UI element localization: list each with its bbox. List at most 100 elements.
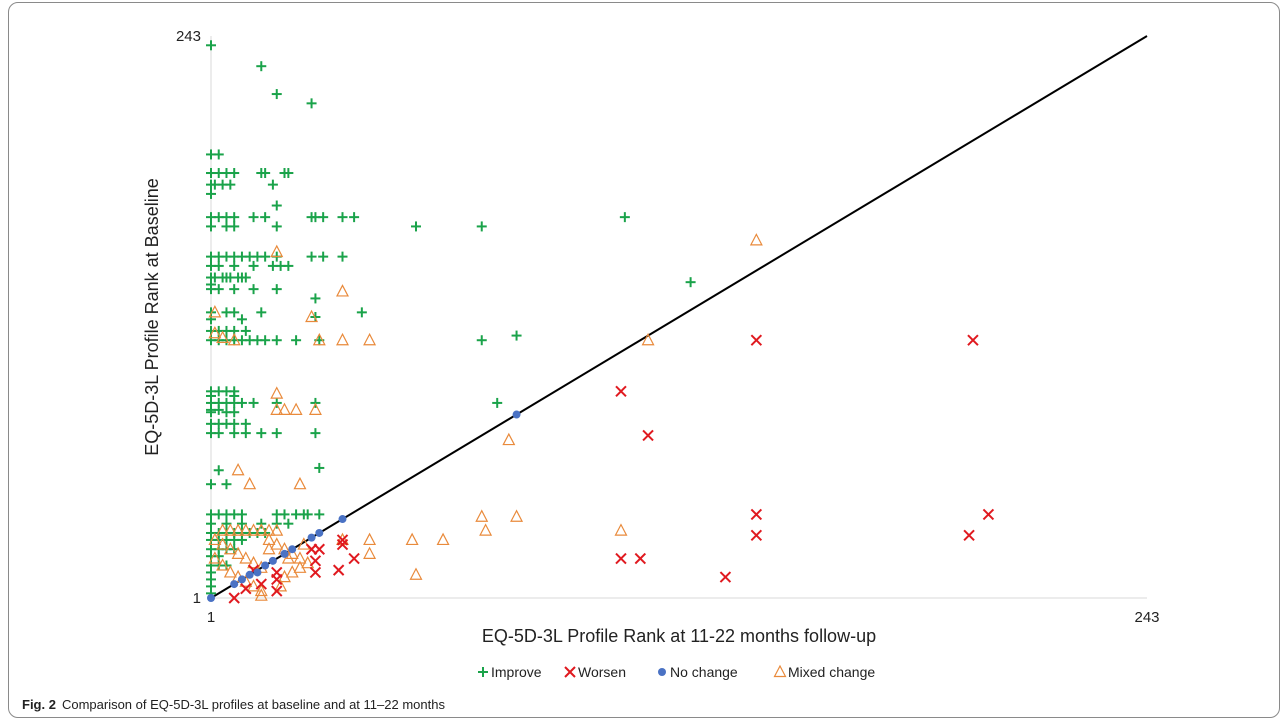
point-improve [314, 509, 325, 520]
point-improve [206, 314, 216, 325]
point-mixed-change [208, 305, 222, 318]
point-mixed-change [281, 551, 295, 564]
point-worsen [982, 508, 995, 521]
legend-marker-no-change [658, 668, 666, 676]
point-improve [283, 260, 294, 271]
y-tick-label-min: 1 [193, 590, 201, 607]
point-improve [229, 212, 240, 223]
figure-caption-text: Comparison of EQ-5D-3L profiles at basel… [61, 697, 445, 712]
point-worsen [642, 429, 654, 442]
point-worsen [963, 529, 975, 542]
point-mixed-change [216, 523, 230, 536]
point-improve [236, 534, 247, 545]
point-improve [229, 284, 240, 295]
point-mixed-change [216, 330, 230, 344]
legend-item-mixed-change: Mixed change [773, 664, 875, 680]
point-improve [271, 221, 282, 232]
point-mixed-change [223, 523, 237, 536]
point-mixed-change [363, 532, 377, 546]
point-improve [229, 418, 240, 429]
point-improve [349, 212, 360, 223]
point-mixed-change [274, 579, 288, 592]
point-mixed-change [285, 546, 299, 559]
point-mixed-change [363, 332, 377, 346]
point-improve [229, 407, 240, 418]
point-improve [511, 330, 522, 341]
point-no-change [288, 545, 297, 554]
point-improve [256, 61, 267, 72]
point-worsen [255, 578, 267, 590]
point-mixed-change [270, 523, 284, 536]
point-mixed-change [227, 332, 241, 346]
point-no-change [307, 533, 316, 542]
legend-symbol-improve [478, 667, 488, 677]
point-mixed-change [247, 523, 261, 536]
point-worsen [615, 552, 627, 565]
chart-legend: Improve Worsen No change Mixed change [478, 664, 875, 680]
point-mixed-change [409, 567, 423, 580]
point-improve [225, 179, 236, 190]
point-mixed-change [641, 332, 655, 346]
point-improve [248, 284, 259, 295]
point-improve [240, 418, 251, 429]
figure-caption: Fig. 2 Comparison of EQ-5D-3L profiles at… [22, 697, 445, 712]
point-mixed-change [312, 332, 326, 346]
point-improve [476, 335, 487, 346]
point-improve [213, 149, 224, 160]
point-mixed-change [216, 558, 230, 571]
point-no-change [230, 580, 239, 589]
point-improve [229, 221, 240, 232]
point-improve [476, 221, 487, 232]
point-improve [236, 518, 247, 529]
point-mixed-change [247, 555, 261, 569]
point-mixed-change [254, 588, 268, 601]
point-improve [310, 428, 321, 439]
point-no-change [261, 561, 270, 570]
point-no-change [268, 556, 277, 565]
point-no-change [315, 528, 324, 537]
point-mixed-change [479, 523, 493, 536]
point-worsen [348, 552, 360, 565]
point-improve [283, 168, 294, 179]
point-worsen [309, 555, 322, 567]
point-mixed-change [262, 532, 276, 546]
point-improve [240, 325, 251, 336]
point-worsen [271, 585, 283, 597]
point-mixed-change [231, 546, 245, 559]
point-no-change [207, 594, 215, 602]
point-mixed-change [297, 537, 311, 550]
legend-label-improve: Improve [491, 664, 542, 680]
point-mixed-change [239, 551, 253, 564]
point-mixed-change [510, 509, 524, 522]
point-improve [256, 307, 267, 318]
figure-label: Fig. 2 [22, 697, 56, 712]
point-worsen [750, 508, 763, 521]
point-improve [206, 221, 216, 232]
point-worsen [271, 566, 283, 579]
point-mixed-change [239, 523, 253, 536]
point-mixed-change [475, 509, 489, 522]
point-improve [221, 479, 232, 490]
point-improve [206, 390, 216, 401]
point-mixed-change [614, 523, 628, 536]
point-improve [260, 335, 271, 346]
point-improve [279, 509, 290, 520]
point-improve [410, 221, 421, 232]
point-improve [206, 479, 216, 490]
point-improve [260, 168, 271, 179]
point-worsen [332, 564, 345, 576]
point-mixed-change [243, 476, 257, 490]
point-mixed-change [254, 583, 268, 597]
point-improve [229, 428, 240, 439]
point-mixed-change [277, 402, 291, 415]
point-improve [213, 428, 224, 439]
point-improve [318, 212, 329, 223]
point-improve [310, 293, 321, 304]
point-no-change [280, 549, 289, 558]
data-points [206, 40, 995, 604]
legend-label-no-change: No change [670, 664, 738, 680]
point-mixed-change [305, 309, 319, 323]
point-worsen [719, 571, 732, 583]
point-mixed-change [208, 325, 222, 339]
